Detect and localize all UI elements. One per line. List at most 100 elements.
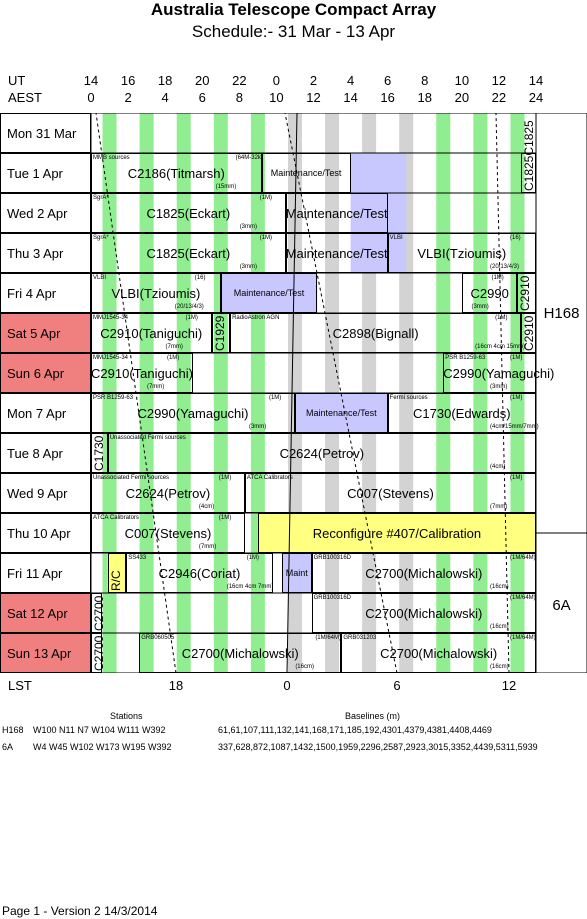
day-label: Sun 13 Apr: [0, 633, 91, 673]
schedule-block: [341, 633, 536, 673]
block-band: (20/13/4/3): [490, 264, 520, 270]
block-source: GRB031203: [343, 635, 377, 641]
block-band: (3mm): [490, 384, 508, 390]
block-source: Unassociated Fermi sources: [109, 435, 186, 441]
overlay-band: [350, 153, 407, 193]
block-name: C2910: [518, 275, 533, 311]
block-source: VLBI: [93, 275, 107, 281]
block-band: (16cm): [490, 664, 509, 670]
page-subtitle: Schedule:- 31 Mar - 13 Apr: [191, 22, 396, 41]
block-tag: (16): [194, 275, 206, 281]
block-name: C007(Stevens): [347, 486, 434, 501]
schedule-block: [461, 273, 518, 313]
schedule-block: [281, 553, 312, 593]
day-label: Fri 11 Apr: [0, 553, 91, 593]
aest-tick-label: 12: [306, 90, 321, 105]
ut-tick-label: 16: [120, 73, 136, 88]
schedule-block: [107, 553, 127, 593]
aest-tick-label: 24: [528, 90, 544, 105]
block-tag: (1M/64M): [510, 595, 536, 601]
block-band: (3mm): [239, 224, 258, 230]
aest-tick-label: 8: [235, 90, 243, 105]
block-tag: (1M): [268, 395, 282, 401]
block-band: (15mm): [215, 184, 237, 190]
lst-tick-label: 18: [168, 678, 184, 693]
day-label: Tue 1 Apr: [0, 153, 91, 193]
ut-tick-label: 6: [384, 73, 392, 88]
schedule-block: [91, 313, 212, 353]
schedule-block: [244, 473, 536, 513]
block-name: C2624(Petrov): [279, 446, 365, 461]
block-name: C2700(Michalowski): [181, 646, 299, 661]
schedule-block: [285, 233, 388, 273]
schedule-block: [521, 313, 536, 353]
block-name: Reconfigure #407/Calibration: [312, 526, 482, 541]
lst-line: [284, 113, 398, 673]
block-source: MMB sources: [93, 155, 130, 161]
stations-header: Stations: [110, 711, 143, 721]
schedule-block: [230, 313, 522, 353]
ut-tick-label: 14: [83, 73, 99, 88]
block-source: VLBI: [389, 235, 403, 241]
block-name: R/C: [108, 570, 123, 591]
ut-tick-label: 2: [309, 73, 318, 88]
schedule-block: [126, 553, 273, 593]
block-name: Maintenance/Test: [285, 246, 388, 261]
block-tag: (1M): [259, 235, 273, 241]
ut-tick-label: 10: [454, 73, 470, 88]
schedule-block: [91, 273, 221, 313]
block-band: (4cm): [198, 504, 215, 510]
overlay-band: [294, 393, 388, 433]
aest-axis-label: AEST: [8, 90, 42, 105]
block-name: C1825C1825: [522, 120, 537, 191]
schedule-block: [311, 593, 536, 633]
block-name: C2990(Yamaguchi): [137, 406, 249, 421]
block-tag: (1M): [218, 515, 232, 521]
schedule-block: [387, 233, 536, 273]
block-name: C2946(Coriat): [158, 566, 241, 581]
lst-tick-label: 12: [501, 678, 517, 693]
ut-axis-label: UT: [8, 73, 26, 88]
lst-axis-label: LST: [8, 678, 32, 693]
block-tag: (1M): [246, 555, 260, 561]
overlay-band: [281, 553, 312, 593]
aest-tick-label: 18: [417, 90, 432, 105]
ut-tick-label: 22: [232, 73, 247, 88]
schedule-block: [443, 353, 536, 393]
block-name: C2990: [470, 286, 509, 301]
baselines-header: Baselines (m): [345, 711, 401, 721]
day-label: Wed 9 Apr: [0, 473, 91, 513]
array-baselines: 337,628,872,1087,1432,1500,1959,2296,258…: [218, 742, 538, 752]
block-name: C1825(Eckart): [146, 246, 231, 261]
block-source: Fermi sources: [389, 395, 428, 401]
block-name: C2910(Taniguchi): [91, 366, 193, 381]
schedule-block: [261, 153, 351, 193]
block-name: Maint: [285, 568, 308, 578]
schedule-block: [311, 553, 536, 593]
ut-tick-label: 4: [346, 73, 355, 88]
block-band: (16cm 4cm 7mm): [226, 584, 274, 590]
schedule-block: [139, 633, 342, 673]
lst-tick-label: 6: [393, 678, 401, 693]
aest-tick-label: 0: [87, 90, 95, 105]
aest-tick-label: 6: [198, 90, 206, 105]
array-baselines: 61,61,107,111,132,141,168,171,185,192,43…: [218, 725, 492, 735]
schedule-block: [91, 193, 286, 233]
block-source: PSR B1259-63: [93, 395, 134, 401]
schedule-block: [91, 233, 286, 273]
block-source: MMJ1545-34: [93, 355, 129, 361]
aest-tick-label: 2: [124, 90, 132, 105]
day-label: Thu 3 Apr: [0, 233, 91, 273]
schedule-block: [517, 273, 536, 313]
block-tag: (1M): [510, 395, 523, 401]
block-name: Maintenance/Test: [270, 168, 342, 178]
block-name: Maintenance/Test: [306, 408, 377, 418]
schedule-block: [91, 473, 245, 513]
block-tag: (1M): [510, 355, 523, 361]
day-label: Fri 4 Apr: [0, 273, 91, 313]
day-label: Sun 6 Apr: [0, 353, 91, 393]
overlay-band: [220, 273, 318, 313]
block-tag: (1M/64M): [510, 635, 536, 641]
block-band: (16cm): [295, 664, 314, 670]
block-name: C2910(Taniguchi): [100, 326, 203, 341]
